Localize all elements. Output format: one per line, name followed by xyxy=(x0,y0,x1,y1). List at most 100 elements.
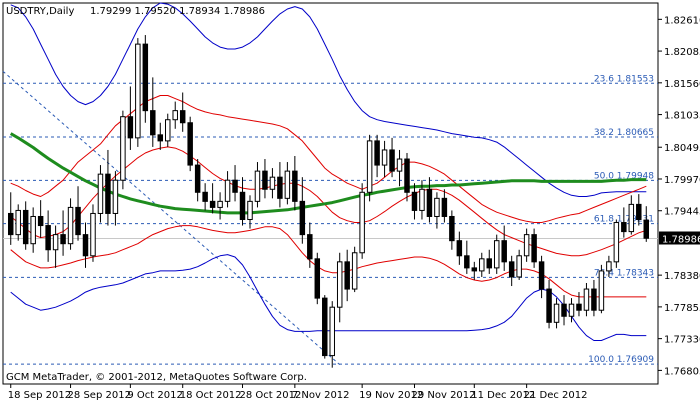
band-upper-blue-line xyxy=(10,2,647,197)
x-tick-label: 28 Oct 2012 xyxy=(240,390,302,401)
y-tick-label: 1.81035 xyxy=(664,111,700,122)
current-price-tag: 1.78986 xyxy=(659,231,700,245)
candle xyxy=(22,201,29,250)
candle-body-bear xyxy=(546,288,552,323)
candle xyxy=(224,171,231,208)
candle xyxy=(531,228,537,268)
candle-body-bear xyxy=(374,140,380,166)
candle xyxy=(344,249,350,302)
candle-body-bull xyxy=(606,261,612,272)
fibo-level-label: 50.0 1.79948 xyxy=(594,171,654,181)
candle xyxy=(538,255,545,299)
candle xyxy=(628,195,635,235)
candle-body-bear xyxy=(7,212,14,236)
candle-body-bull xyxy=(284,170,291,199)
candle xyxy=(411,183,418,220)
candle-body-bull xyxy=(336,261,343,308)
y-tick-label: 1.82610 xyxy=(664,15,700,26)
candle-body-bear xyxy=(37,215,44,227)
candle xyxy=(179,92,186,132)
candle xyxy=(613,219,620,268)
candle-body-bear xyxy=(209,200,216,208)
fibo-level-label: 23.6 1.81553 xyxy=(594,74,654,84)
candle-body-bull xyxy=(359,191,365,254)
candle xyxy=(471,261,478,280)
candle xyxy=(351,246,358,293)
x-tick-label: 21 Dec 2012 xyxy=(524,390,588,401)
candle xyxy=(441,189,448,223)
candle xyxy=(150,77,156,147)
y-tick-label: 1.81560 xyxy=(664,79,700,90)
candle xyxy=(598,264,605,314)
candle-body-bear xyxy=(426,188,433,217)
candle xyxy=(636,194,642,226)
candle xyxy=(553,298,560,329)
candle-body-bull xyxy=(613,222,620,263)
candle-body-bear xyxy=(232,179,238,193)
candle-body-bear xyxy=(307,234,313,260)
candle xyxy=(374,134,380,178)
fibonacci-trendline xyxy=(2,70,341,366)
candle xyxy=(142,35,149,123)
band-lower-blue-line xyxy=(10,254,647,341)
x-tick-label: 18 Sep 2012 xyxy=(8,390,71,401)
x-tick-label: 7 Nov 2012 xyxy=(292,390,350,401)
candle-body-bear xyxy=(194,164,201,193)
candle-body-bear xyxy=(150,110,156,136)
y-tick-label: 1.77855 xyxy=(664,303,700,314)
candle-body-bear xyxy=(486,258,492,269)
candle-body-bull xyxy=(90,212,96,257)
candle xyxy=(90,204,96,262)
candle-body-bull xyxy=(419,188,425,211)
candle xyxy=(194,159,201,202)
y-axis: 1.82610 1.82085 1.81560 1.81035 1.80495 1.799… xyxy=(658,15,700,377)
candle-body-bear xyxy=(292,170,298,202)
candle-body-bull xyxy=(396,158,403,172)
candle-body-bear xyxy=(501,240,507,263)
candle-body-bear xyxy=(239,191,246,221)
candle-body-bear xyxy=(636,203,642,221)
candle-body-bear xyxy=(441,197,448,217)
candle-body-bear xyxy=(621,222,627,233)
candle-body-bear xyxy=(464,255,470,269)
y-tick-label: 1.82085 xyxy=(664,47,700,58)
candle xyxy=(52,225,59,268)
candle xyxy=(493,234,500,274)
candle xyxy=(419,180,425,220)
candle xyxy=(97,165,104,223)
candle-body-bull xyxy=(479,258,485,272)
candle xyxy=(396,149,403,187)
candle xyxy=(606,255,612,277)
x-tick-label: 19 Nov 2012 xyxy=(359,390,423,401)
candle xyxy=(561,295,567,326)
candle xyxy=(30,207,36,253)
y-tick-label: 1.79445 xyxy=(664,207,700,218)
fibo-level-label: 76.4 1.78343 xyxy=(594,268,654,278)
candle xyxy=(277,162,283,208)
candle-body-bear xyxy=(157,134,164,142)
candle-body-bear xyxy=(299,200,306,236)
candle xyxy=(523,228,530,262)
candle-body-bear xyxy=(471,267,478,272)
candle-body-bull xyxy=(628,203,635,233)
candle-body-bear xyxy=(187,122,193,166)
candle-body-bull xyxy=(269,176,276,190)
candle xyxy=(262,159,268,199)
candle-body-bull xyxy=(112,179,119,214)
candle xyxy=(576,292,582,317)
candle-body-bear xyxy=(404,158,410,193)
candle-body-bear xyxy=(142,43,149,112)
candle-body-bull xyxy=(366,140,373,193)
candle xyxy=(479,252,485,277)
x-tick-label: 9 Oct 2012 xyxy=(127,390,182,401)
candle xyxy=(299,177,306,244)
candle xyxy=(508,255,515,287)
candle-body-bull xyxy=(254,170,261,202)
candle xyxy=(591,279,597,317)
candle-body-bull xyxy=(598,270,605,311)
candle xyxy=(112,171,119,226)
current-price-tag-bg xyxy=(659,231,700,245)
candle-body-bear xyxy=(389,149,395,172)
candle-body-bull xyxy=(583,288,590,311)
